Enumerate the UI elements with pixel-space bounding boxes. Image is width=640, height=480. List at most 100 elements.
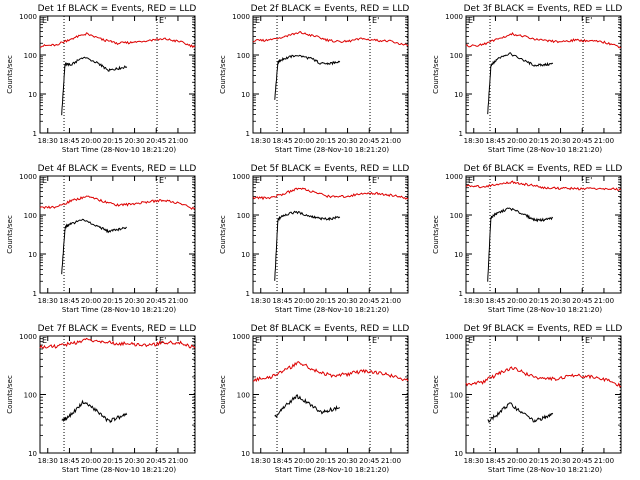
lld-series-line (252, 31, 409, 47)
plot-frame (252, 15, 409, 134)
plot-frame (39, 15, 196, 134)
marker-label-e: E (468, 16, 473, 25)
x-axis-label: Start Time (28-Nov-10 18:21:20) (62, 466, 176, 474)
marker-label-e-prime: E' (159, 336, 166, 345)
events-series-line (487, 52, 554, 115)
y-tick-label: 100 (24, 52, 37, 60)
y-axis-label: Counts/sec (432, 55, 440, 94)
y-tick-label: 100 (450, 212, 463, 220)
x-tick-label: 18:45 (272, 137, 292, 145)
y-tick-label: 10 (241, 91, 250, 99)
y-tick-label: 10 (454, 91, 463, 99)
marker-label-e: E (42, 176, 47, 185)
x-tick-label: 21:00 (168, 297, 188, 305)
panel-title: Det 5f BLACK = Events, RED = LLD (251, 164, 410, 174)
y-tick-label: 1000 (445, 13, 463, 21)
x-tick-label: 21:00 (594, 457, 614, 465)
y-tick-label: 1000 (232, 333, 250, 341)
x-tick-label: 20:00 (81, 297, 101, 305)
x-tick-label: 21:00 (594, 137, 614, 145)
y-tick-label: 10 (454, 450, 463, 458)
y-axis-label: Counts/sec (219, 55, 227, 94)
x-tick-label: 20:00 (81, 137, 101, 145)
events-series-line (274, 210, 341, 281)
y-axis-label: Counts/sec (219, 215, 227, 254)
marker-label-e-prime: E' (585, 176, 592, 185)
y-tick-label: 100 (24, 392, 37, 400)
y-tick-label: 100 (237, 212, 250, 220)
marker-label-e: E (42, 16, 47, 25)
panel-title: Det 8f BLACK = Events, RED = LLD (251, 324, 410, 334)
x-tick-label: 20:30 (124, 297, 144, 305)
x-tick-label: 18:30 (38, 137, 58, 145)
x-tick-label: 20:30 (550, 457, 570, 465)
y-tick-label: 10 (28, 450, 37, 458)
y-axis-label: Counts/sec (6, 215, 14, 254)
x-tick-label: 20:00 (294, 457, 314, 465)
x-tick-label: 18:30 (38, 457, 58, 465)
x-tick-label: 18:45 (59, 137, 79, 145)
events-series-line (61, 399, 128, 424)
x-tick-label: 20:45 (359, 457, 379, 465)
x-axis-label: Start Time (28-Nov-10 18:21:20) (488, 306, 602, 314)
detector-panel-7: Det 7f BLACK = Events, RED = LLD Counts/s… (6, 324, 196, 474)
lld-series-line (252, 187, 409, 201)
x-tick-label: 20:00 (507, 297, 527, 305)
y-tick-label: 10 (241, 450, 250, 458)
x-tick-label: 20:30 (124, 457, 144, 465)
marker-label-e-prime: E' (372, 176, 379, 185)
y-tick-label: 10 (28, 251, 37, 259)
x-tick-label: 18:45 (272, 297, 292, 305)
panel-title: Det 6f BLACK = Events, RED = LLD (464, 164, 623, 174)
y-tick-label: 1000 (445, 173, 463, 181)
x-axis-label: Start Time (28-Nov-10 18:21:20) (275, 146, 389, 154)
detector-panel-2: Det 2f BLACK = Events, RED = LLD Counts/s… (219, 4, 409, 154)
x-tick-label: 21:00 (381, 457, 401, 465)
detector-panel-4: Det 4f BLACK = Events, RED = LLD Counts/s… (6, 164, 196, 314)
events-series-line (274, 54, 341, 100)
plot-frame (465, 175, 622, 294)
y-axis-label: Counts/sec (219, 375, 227, 414)
x-tick-label: 20:15 (529, 457, 549, 465)
y-tick-label: 1 (246, 290, 250, 298)
x-tick-label: 18:30 (464, 137, 484, 145)
marker-label-e-prime: E' (159, 176, 166, 185)
y-tick-label: 10 (454, 251, 463, 259)
x-tick-label: 20:15 (529, 137, 549, 145)
plot-frame (465, 335, 622, 454)
y-tick-label: 10 (241, 251, 250, 259)
marker-label-e: E (255, 176, 260, 185)
x-axis-label: Start Time (28-Nov-10 18:21:20) (62, 306, 176, 314)
y-tick-label: 1000 (445, 333, 463, 341)
x-tick-label: 18:45 (485, 137, 505, 145)
x-axis-label: Start Time (28-Nov-10 18:21:20) (275, 306, 389, 314)
y-axis-label: Counts/sec (432, 375, 440, 414)
marker-label-e: E (255, 16, 260, 25)
marker-label-e: E (468, 176, 473, 185)
events-series-line (61, 218, 127, 275)
detector-panel-5: Det 5f BLACK = Events, RED = LLD Counts/s… (219, 164, 409, 314)
marker-label-e-prime: E' (372, 16, 379, 25)
lld-series-line (252, 361, 409, 383)
marker-label-e: E (255, 336, 260, 345)
y-tick-label: 100 (450, 392, 463, 400)
x-tick-label: 18:30 (38, 297, 58, 305)
x-tick-label: 18:30 (251, 137, 271, 145)
x-tick-label: 20:45 (146, 137, 166, 145)
lld-series-line (39, 337, 196, 349)
y-tick-label: 1000 (19, 173, 37, 181)
y-tick-label: 100 (237, 392, 250, 400)
marker-label-e-prime: E' (585, 16, 592, 25)
y-tick-label: 1000 (232, 13, 250, 21)
events-series-line (487, 402, 554, 423)
x-tick-label: 18:45 (59, 297, 79, 305)
x-tick-label: 20:15 (103, 457, 123, 465)
x-tick-label: 20:30 (550, 137, 570, 145)
plot-frame (465, 15, 622, 134)
x-tick-label: 20:45 (359, 297, 379, 305)
x-tick-label: 20:45 (572, 457, 592, 465)
x-tick-label: 20:45 (146, 297, 166, 305)
y-tick-label: 1 (459, 130, 463, 138)
x-tick-label: 20:30 (337, 297, 357, 305)
